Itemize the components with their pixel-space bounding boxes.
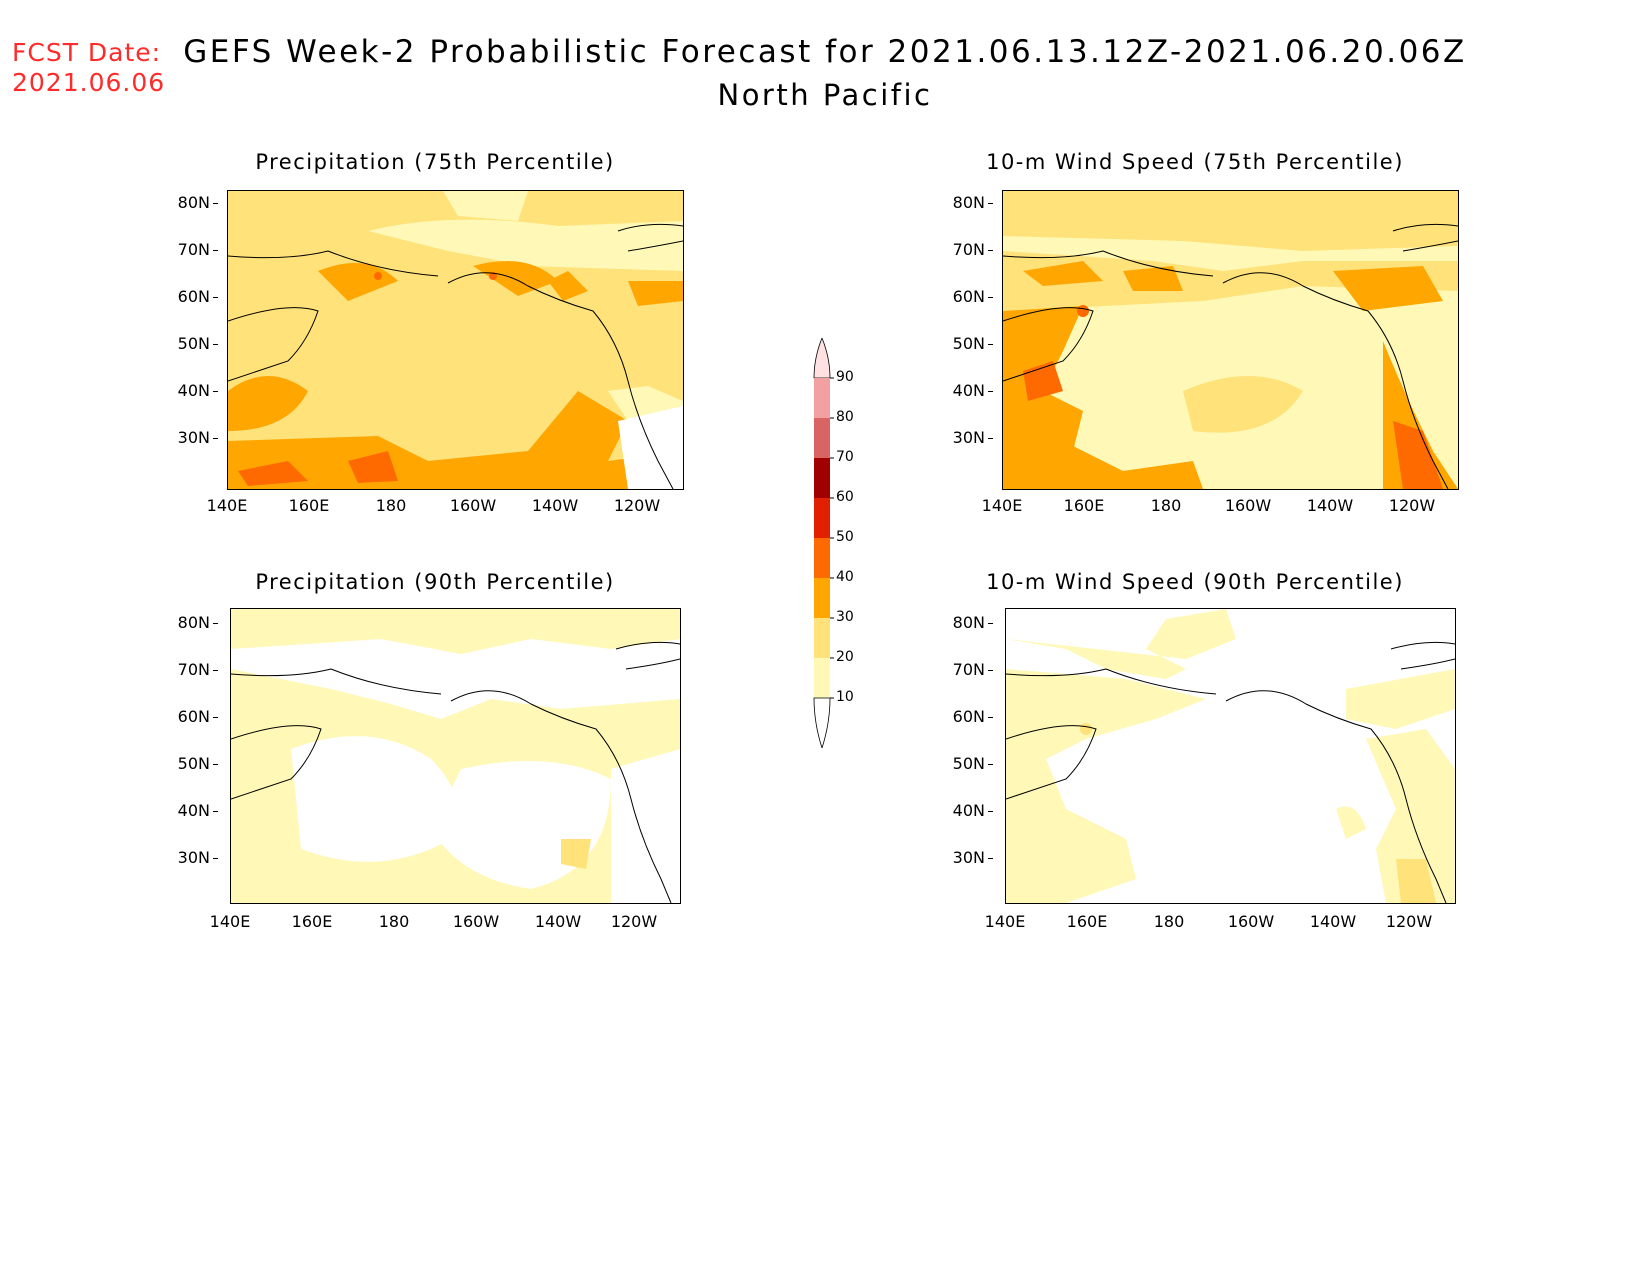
lon-tick: 140E (206, 496, 248, 515)
forecast-date-label: FCST Date: 2021.06.06 (12, 38, 165, 98)
lat-tick: 70N (925, 660, 993, 679)
lat-tick: 80N (925, 613, 993, 632)
lon-tick: 140E (981, 496, 1023, 515)
lat-tick: 30N (925, 428, 993, 447)
lon-tick: 160W (1227, 912, 1275, 931)
panel-title: Precipitation (90th Percentile) (255, 570, 615, 594)
lon-tick: 160W (1224, 496, 1272, 515)
lon-tick: 140W (531, 496, 579, 515)
region-title: North Pacific (717, 78, 933, 112)
fcst-date-value: 2021.06.06 (12, 68, 166, 97)
lat-tick: 50N (150, 754, 218, 773)
map-frame (227, 190, 684, 490)
lon-tick: 120W (1385, 912, 1433, 931)
lat-tick: 60N (925, 287, 993, 306)
lat-tick: 40N (150, 381, 218, 400)
lat-tick: 60N (150, 707, 218, 726)
lon-tick: 160E (288, 496, 330, 515)
colorbar-label: 80 (836, 409, 854, 425)
lat-tick: 50N (925, 334, 993, 353)
lon-tick: 160E (291, 912, 333, 931)
panel-wind-75: 10-m Wind Speed (75th Percentile) 80N 70… (945, 150, 1505, 520)
lat-tick: 60N (925, 707, 993, 726)
panel-title: 10-m Wind Speed (75th Percentile) (986, 150, 1404, 174)
lon-tick: 120W (610, 912, 658, 931)
lon-tick: 140W (534, 912, 582, 931)
lat-tick: 80N (150, 613, 218, 632)
colorbar-label: 30 (836, 609, 854, 625)
lat-tick: 30N (925, 848, 993, 867)
lon-tick: 140W (1306, 496, 1354, 515)
map-frame (230, 608, 681, 904)
lon-tick: 180 (378, 912, 410, 931)
precip-75-map (228, 191, 683, 489)
wind-90-map (1006, 609, 1455, 903)
lat-tick: 70N (925, 240, 993, 259)
precip-90-map (231, 609, 680, 903)
colorbar-label: 70 (836, 449, 854, 465)
lat-tick: 80N (925, 193, 993, 212)
map-frame (1005, 608, 1456, 904)
lon-tick: 180 (1153, 912, 1185, 931)
lon-tick: 140W (1309, 912, 1357, 931)
lat-tick: 30N (150, 428, 218, 447)
lon-tick: 160E (1063, 496, 1105, 515)
lat-tick: 50N (925, 754, 993, 773)
lat-tick: 40N (150, 801, 218, 820)
panel-precip-90: Precipitation (90th Percentile) 80N 70N … (170, 570, 730, 940)
colorbar: 90 80 70 60 50 40 30 20 10 (800, 336, 860, 752)
lat-tick: 70N (150, 240, 218, 259)
lat-tick: 40N (925, 801, 993, 820)
lon-tick: 160E (1066, 912, 1108, 931)
panel-title: 10-m Wind Speed (90th Percentile) (986, 570, 1404, 594)
page-title: GEFS Week-2 Probabilistic Forecast for 2… (183, 34, 1467, 70)
colorbar-svg (813, 336, 834, 750)
lat-tick: 50N (150, 334, 218, 353)
lon-tick: 160W (449, 496, 497, 515)
colorbar-label: 60 (836, 489, 854, 505)
colorbar-label: 50 (836, 529, 854, 545)
lat-tick: 80N (150, 193, 218, 212)
lat-tick: 30N (150, 848, 218, 867)
lat-tick: 70N (150, 660, 218, 679)
fcst-label: FCST Date: (12, 38, 162, 67)
colorbar-label: 10 (836, 689, 854, 705)
lon-tick: 120W (613, 496, 661, 515)
lon-tick: 120W (1388, 496, 1436, 515)
panel-precip-75: Precipitation (75th Percentile) 80N 70N … (170, 150, 730, 520)
lon-tick: 180 (375, 496, 407, 515)
lon-tick: 140E (984, 912, 1026, 931)
colorbar-label: 40 (836, 569, 854, 585)
panel-title: Precipitation (75th Percentile) (255, 150, 615, 174)
lon-tick: 180 (1150, 496, 1182, 515)
lon-tick: 140E (209, 912, 251, 931)
lat-tick: 40N (925, 381, 993, 400)
colorbar-label: 90 (836, 369, 854, 385)
lat-tick: 60N (150, 287, 218, 306)
map-frame (1002, 190, 1459, 490)
lon-tick: 160W (452, 912, 500, 931)
panel-wind-90: 10-m Wind Speed (90th Percentile) 80N 70… (945, 570, 1505, 940)
colorbar-label: 20 (836, 649, 854, 665)
wind-75-map (1003, 191, 1458, 489)
